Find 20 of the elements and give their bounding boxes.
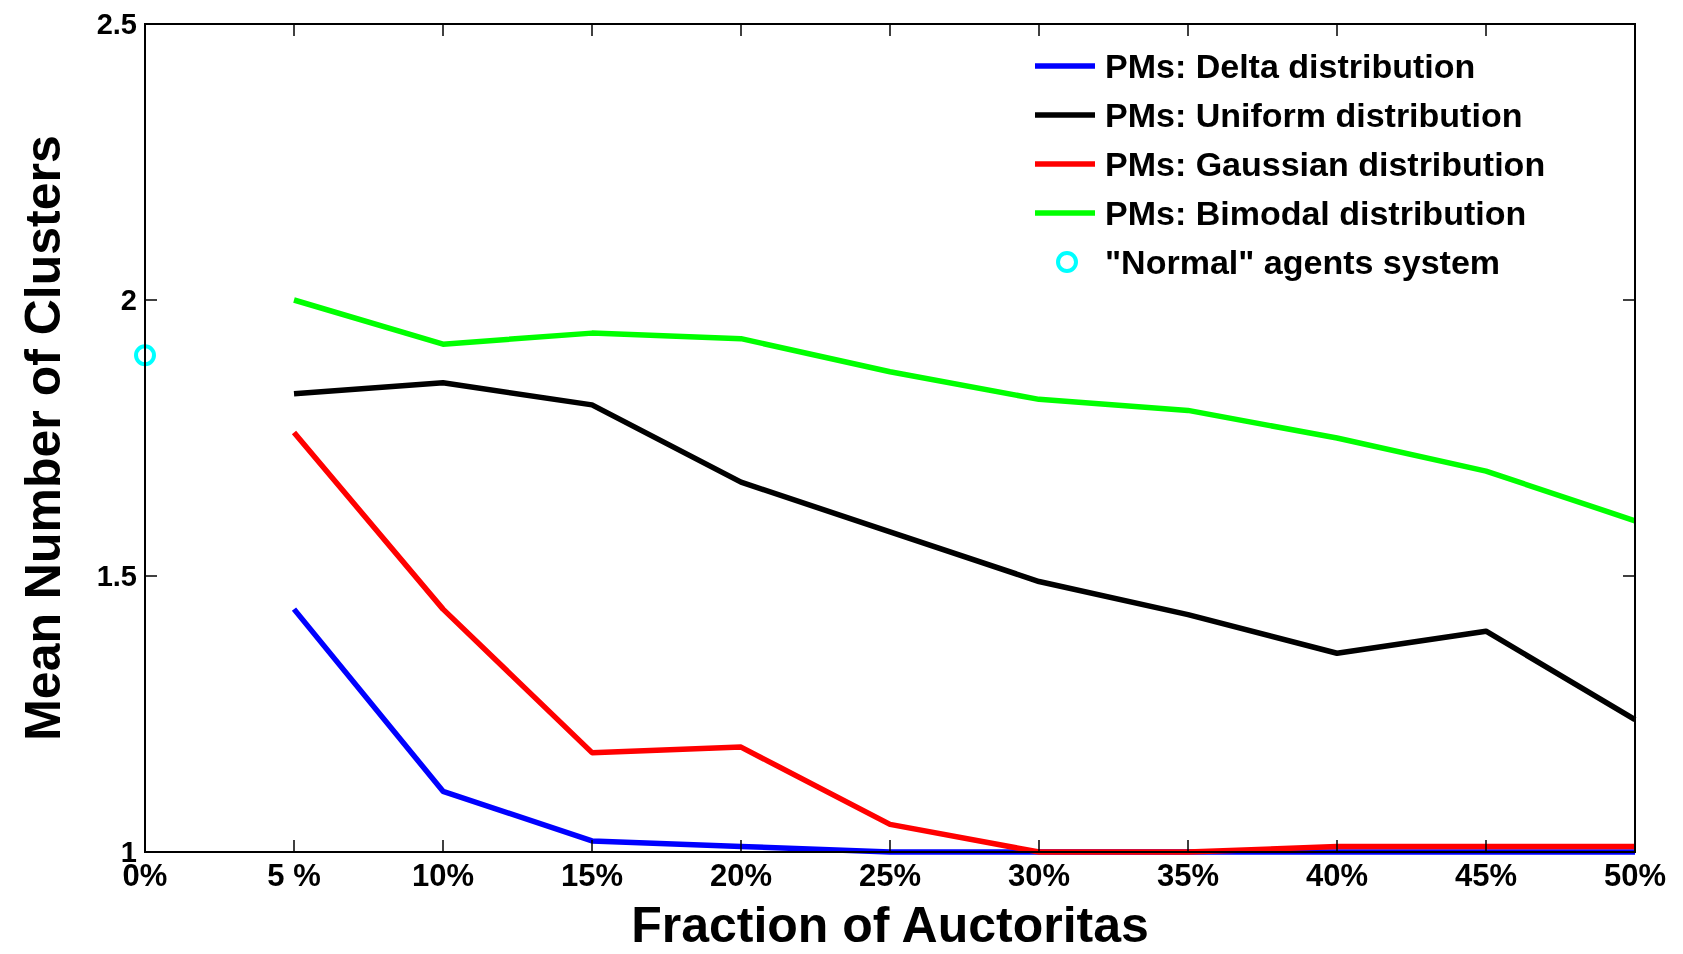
y-axis-title: Mean Number of Clusters bbox=[15, 135, 71, 741]
y-tick-label: 2.5 bbox=[96, 8, 137, 40]
x-tick-label: 50% bbox=[1603, 858, 1667, 893]
x-tick-label: 45% bbox=[1454, 858, 1518, 893]
x-axis-title: Fraction of Auctoritas bbox=[631, 897, 1149, 953]
x-tick-label: 35% bbox=[1156, 858, 1220, 893]
x-tick-label: 40% bbox=[1305, 858, 1369, 893]
legend-label: PMs: Uniform distribution bbox=[1105, 96, 1523, 134]
legend-label: "Normal" agents system bbox=[1105, 243, 1501, 281]
y-tick-label: 2 bbox=[120, 284, 137, 316]
legend-label: PMs: Bimodal distribution bbox=[1105, 194, 1527, 232]
x-tick-label: 15% bbox=[560, 858, 624, 893]
legend-label: PMs: Gaussian distribution bbox=[1105, 145, 1546, 183]
y-tick-label: 1.5 bbox=[96, 560, 137, 592]
legend-label: PMs: Delta distribution bbox=[1105, 47, 1476, 85]
x-tick-label: 30% bbox=[1007, 858, 1071, 893]
x-tick-label: 20% bbox=[709, 858, 773, 893]
x-tick-label: 25% bbox=[858, 858, 922, 893]
x-tick-label: 5 % bbox=[267, 858, 321, 893]
x-tick-label: 10% bbox=[411, 858, 475, 893]
